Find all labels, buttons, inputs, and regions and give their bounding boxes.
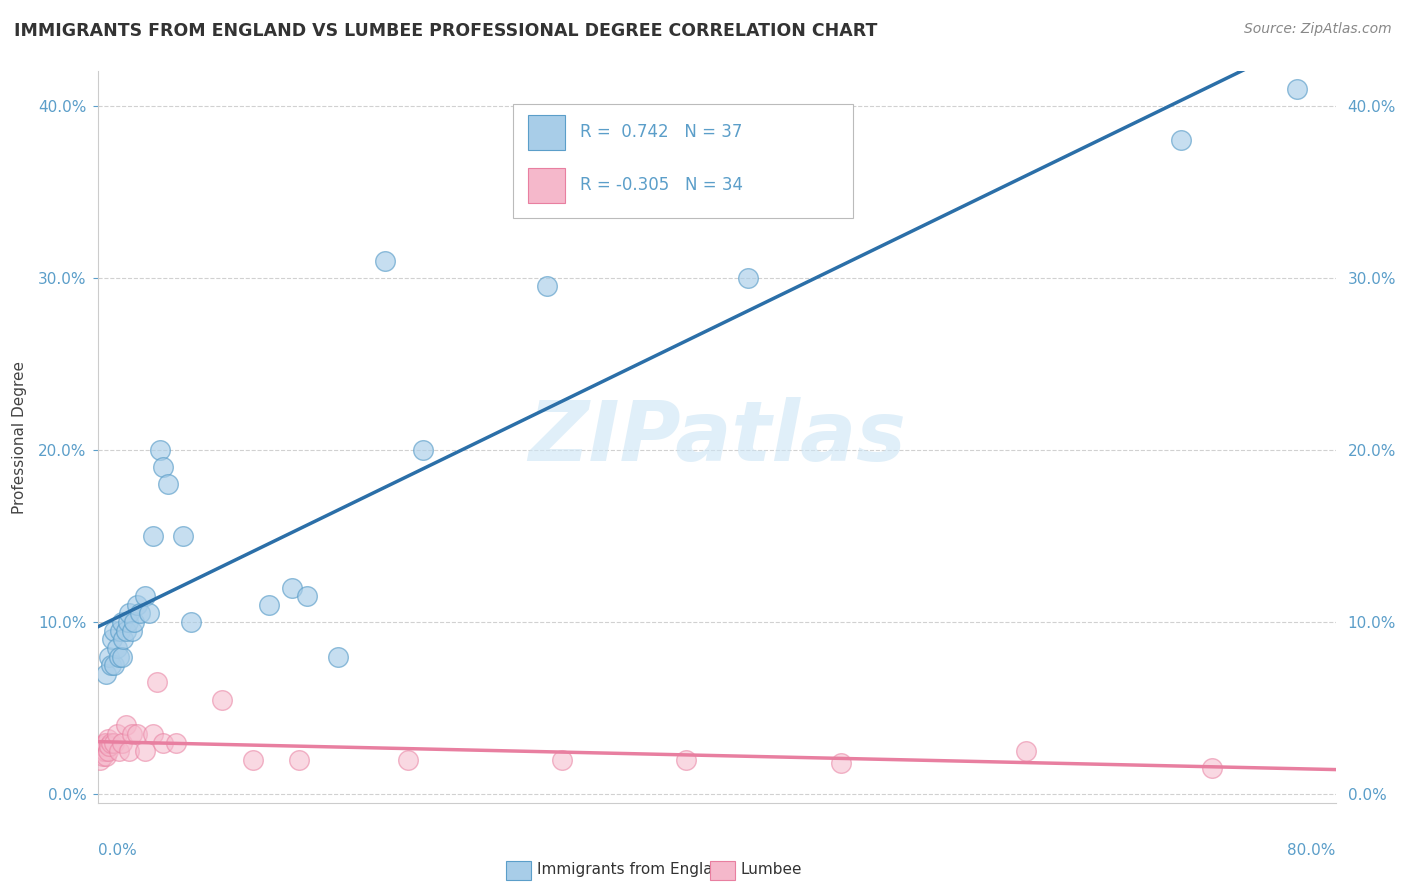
Point: [127, 727, 149, 741]
Point: [93, 735, 115, 749]
Text: Lumbee: Lumbee: [741, 863, 803, 877]
Point: [297, 589, 319, 603]
Point: [374, 253, 396, 268]
Point: [121, 727, 143, 741]
Text: IMMIGRANTS FROM ENGLAND VS LUMBEE PROFESSIONAL DEGREE CORRELATION CHART: IMMIGRANTS FROM ENGLAND VS LUMBEE PROFES…: [14, 22, 877, 40]
Point: [146, 675, 169, 690]
Text: Immigrants from England: Immigrants from England: [537, 863, 733, 877]
Point: [281, 581, 304, 595]
Point: [91, 739, 114, 753]
Point: [165, 735, 187, 749]
Point: [142, 529, 165, 543]
Point: [1286, 81, 1309, 95]
Point: [98, 739, 121, 753]
Point: [737, 271, 759, 285]
Point: [149, 442, 172, 457]
Text: R =  0.742   N = 37: R = 0.742 N = 37: [579, 123, 742, 141]
Point: [134, 744, 156, 758]
Point: [103, 735, 125, 749]
Point: [396, 753, 419, 767]
Point: [90, 744, 112, 758]
Text: 80.0%: 80.0%: [1288, 843, 1336, 858]
Point: [173, 529, 195, 543]
Point: [830, 756, 852, 771]
Point: [108, 624, 131, 638]
Point: [89, 753, 111, 767]
Point: [93, 744, 115, 758]
Text: 0.0%: 0.0%: [98, 843, 138, 858]
Point: [112, 632, 135, 647]
Y-axis label: Professional Degree: Professional Degree: [13, 360, 27, 514]
Point: [97, 732, 120, 747]
Point: [1015, 744, 1038, 758]
Point: [536, 279, 558, 293]
Point: [103, 624, 125, 638]
Point: [105, 640, 128, 655]
Point: [211, 692, 233, 706]
Text: Source: ZipAtlas.com: Source: ZipAtlas.com: [1244, 22, 1392, 37]
Point: [100, 658, 122, 673]
Point: [138, 607, 160, 621]
Point: [134, 589, 156, 603]
Point: [98, 649, 121, 664]
Point: [103, 658, 125, 673]
Point: [115, 718, 138, 732]
Point: [142, 727, 165, 741]
Point: [107, 649, 129, 664]
Point: [111, 649, 134, 664]
Point: [97, 744, 120, 758]
Point: [257, 598, 280, 612]
Point: [111, 735, 134, 749]
FancyBboxPatch shape: [513, 104, 853, 218]
Point: [91, 749, 114, 764]
Point: [152, 460, 174, 475]
Point: [157, 477, 180, 491]
Point: [242, 753, 264, 767]
Point: [96, 749, 118, 764]
Point: [118, 744, 141, 758]
Point: [107, 744, 129, 758]
Point: [675, 753, 697, 767]
Point: [127, 598, 149, 612]
Text: ZIPatlas: ZIPatlas: [529, 397, 905, 477]
Point: [1170, 133, 1192, 147]
Point: [152, 735, 174, 749]
Point: [129, 607, 152, 621]
Point: [101, 632, 124, 647]
Point: [118, 607, 141, 621]
Point: [96, 666, 118, 681]
Text: R = -0.305   N = 34: R = -0.305 N = 34: [579, 177, 742, 194]
Point: [96, 735, 118, 749]
Point: [1201, 761, 1223, 775]
Point: [115, 624, 138, 638]
Bar: [527, 168, 565, 203]
Point: [122, 615, 145, 629]
Point: [551, 753, 574, 767]
Point: [117, 615, 139, 629]
Point: [326, 649, 350, 664]
Point: [412, 442, 434, 457]
Point: [180, 615, 202, 629]
Point: [121, 624, 143, 638]
Point: [288, 753, 311, 767]
Bar: [527, 114, 565, 150]
Point: [100, 735, 122, 749]
Point: [111, 615, 134, 629]
Point: [105, 727, 128, 741]
